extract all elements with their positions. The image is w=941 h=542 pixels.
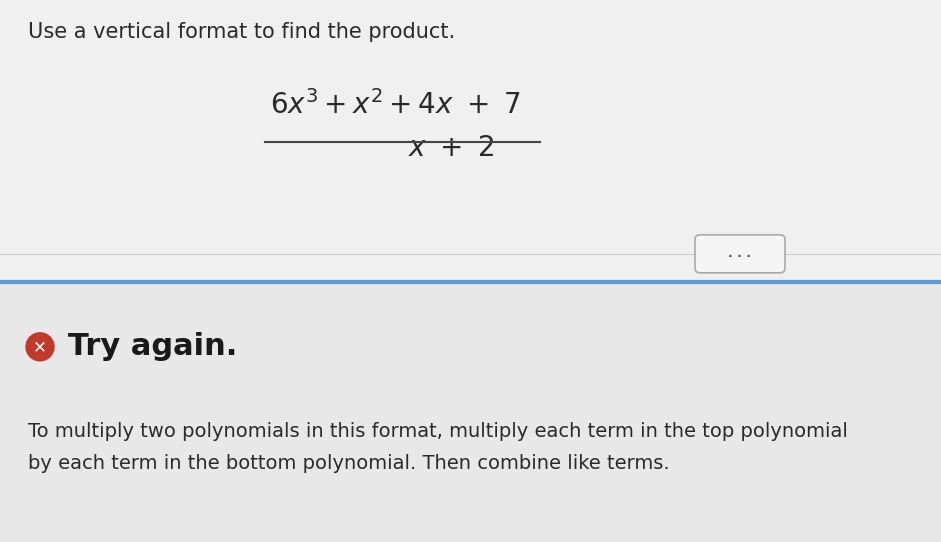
Text: To multiply two polynomials in this format, multiply each term in the top polyno: To multiply two polynomials in this form…	[28, 422, 848, 441]
FancyBboxPatch shape	[0, 282, 941, 542]
Circle shape	[26, 333, 54, 361]
Text: ✕: ✕	[33, 338, 47, 356]
FancyBboxPatch shape	[695, 235, 785, 273]
Text: . . .: . . .	[728, 247, 752, 260]
Text: Try again.: Try again.	[68, 332, 237, 362]
Text: $x \ + \ 2$: $x \ + \ 2$	[408, 134, 494, 162]
Text: Use a vertical format to find the product.: Use a vertical format to find the produc…	[28, 22, 455, 42]
Text: $6x^3 + x^2 + 4x \ + \ 7$: $6x^3 + x^2 + 4x \ + \ 7$	[270, 90, 521, 120]
Text: by each term in the bottom polynomial. Then combine like terms.: by each term in the bottom polynomial. T…	[28, 454, 670, 473]
FancyBboxPatch shape	[0, 0, 941, 282]
